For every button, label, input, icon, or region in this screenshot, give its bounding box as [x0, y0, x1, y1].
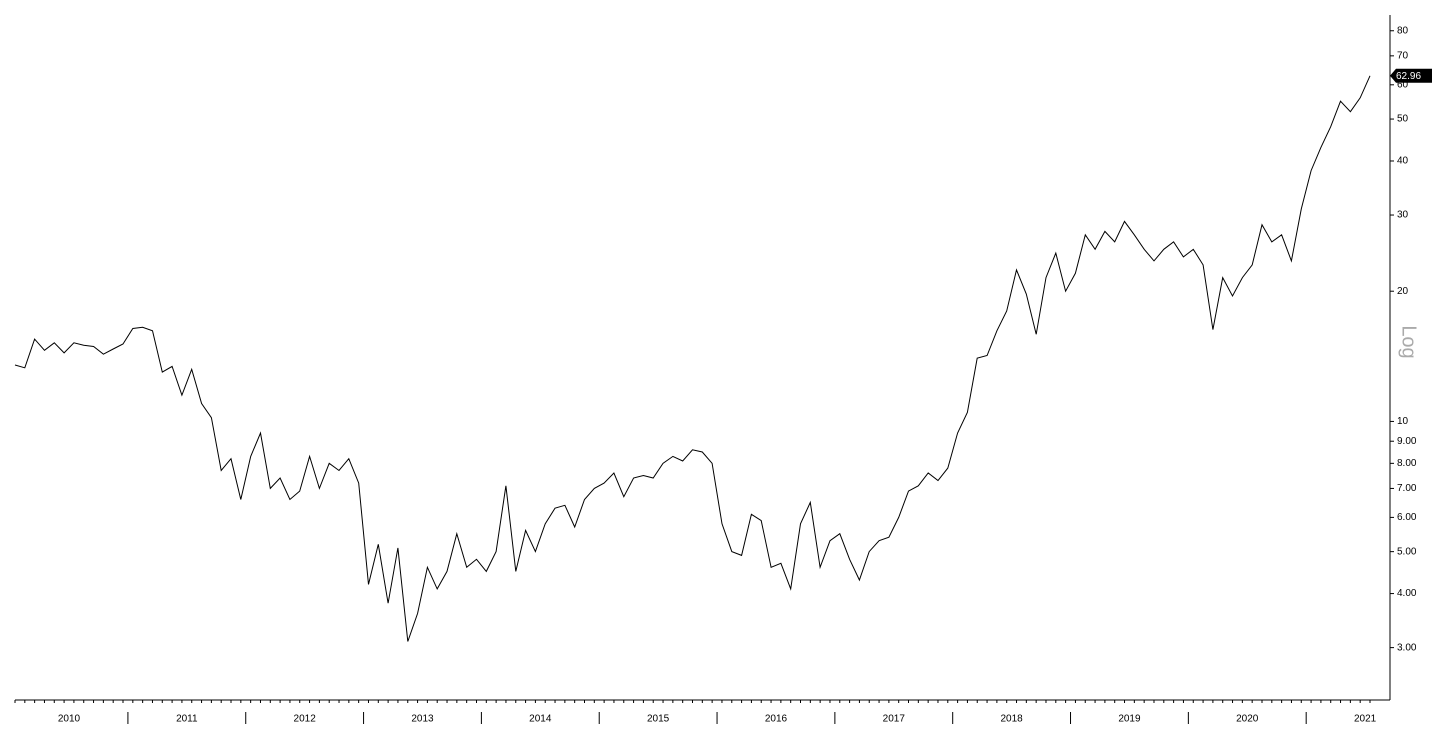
- last-value-tag: [1390, 68, 1432, 83]
- y-tick-label: 5.00: [1397, 546, 1417, 557]
- y-tick-label: 10: [1397, 416, 1409, 427]
- y-tick-label: 9.00: [1397, 436, 1417, 447]
- y-tick-label: 3.00: [1397, 642, 1417, 653]
- x-tick-label: 2018: [1000, 714, 1023, 725]
- x-tick-label: 2015: [647, 714, 670, 725]
- y-tick-label: 20: [1397, 286, 1409, 297]
- x-tick-label: 2021: [1354, 714, 1377, 725]
- y-tick-label: 8.00: [1397, 458, 1417, 469]
- x-tick-label: 2013: [411, 714, 434, 725]
- y-tick-label: 6.00: [1397, 512, 1417, 523]
- y-tick-label: 80: [1397, 25, 1409, 36]
- x-tick-label: 2019: [1118, 714, 1141, 725]
- y-tick-label: 4.00: [1397, 588, 1417, 599]
- x-tick-label: 2014: [529, 714, 552, 725]
- x-tick-label: 2020: [1236, 714, 1259, 725]
- scale-label: Log: [1398, 325, 1420, 358]
- y-tick-label: 30: [1397, 210, 1409, 221]
- y-tick-label: 40: [1397, 156, 1409, 167]
- x-tick-label: 2017: [883, 714, 906, 725]
- y-tick-label: 60: [1397, 79, 1409, 90]
- x-tick-label: 2011: [176, 714, 198, 725]
- x-tick-label: 2012: [294, 714, 317, 725]
- price-line: [14, 75, 1371, 642]
- y-tick-label: 70: [1397, 50, 1409, 61]
- y-tick-label: 50: [1397, 114, 1409, 125]
- x-tick-label: 2016: [765, 714, 788, 725]
- y-tick-label: 7.00: [1397, 483, 1417, 494]
- last-value-label: 62.96: [1396, 71, 1421, 82]
- x-tick-label: 2010: [58, 714, 81, 725]
